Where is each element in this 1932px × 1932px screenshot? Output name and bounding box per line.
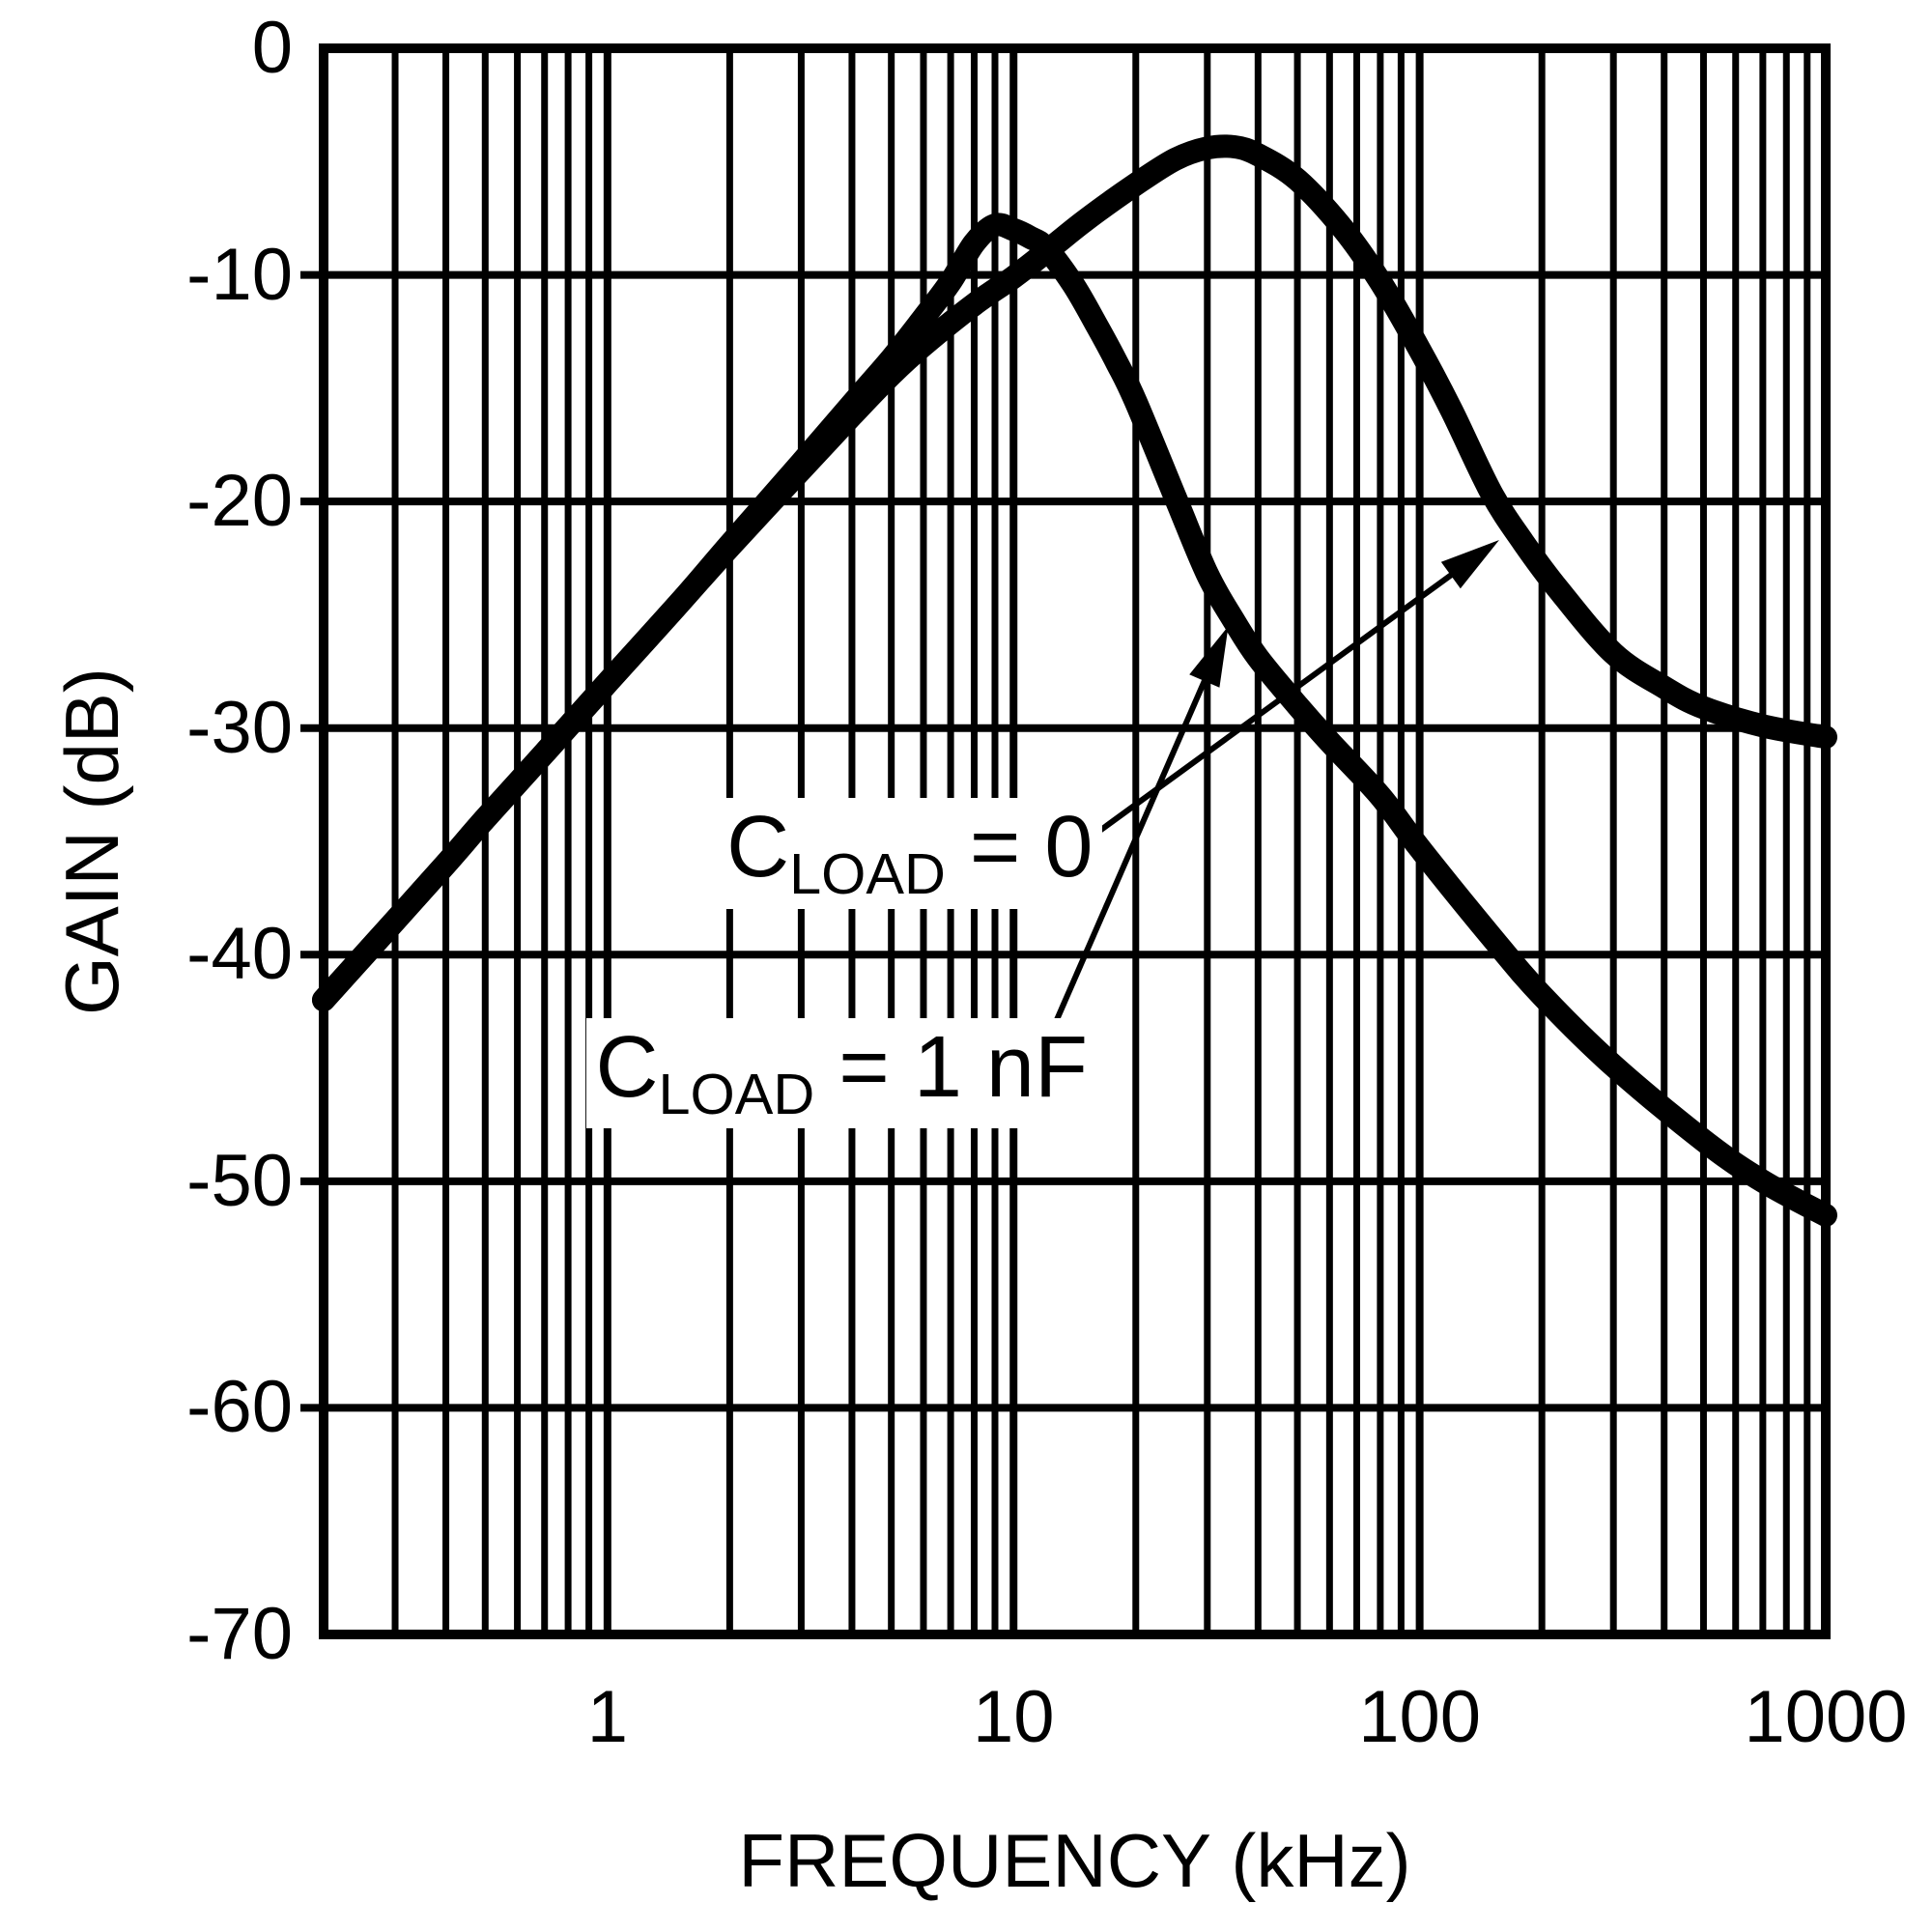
y-tick-label: -50 <box>186 1139 293 1222</box>
y-tick-label: -30 <box>186 686 293 769</box>
x-tick-label: 10 <box>972 1676 1055 1758</box>
y-tick-label: -70 <box>186 1593 293 1675</box>
y-tick-label: -20 <box>186 460 293 543</box>
arrowhead-icon <box>1189 626 1229 688</box>
annotation-cload-1nf: CLOAD = 1 nF <box>585 1017 1097 1129</box>
arrow-cload-1nf <box>1045 626 1229 1040</box>
plot-border <box>319 43 1831 1639</box>
y-tick-label: -40 <box>186 913 293 996</box>
x-axis-title: FREQUENCY (kHz) <box>738 1818 1411 1903</box>
annotation-cload-0-value: = 0 <box>945 799 1094 896</box>
x-tick-label: 100 <box>1358 1676 1482 1758</box>
annotation-cload-1nf-symbol: C <box>595 1018 659 1116</box>
arrow-cload-0 <box>1083 540 1499 844</box>
y-tick-label: 0 <box>251 7 293 89</box>
annotation-cload-0: CLOAD = 0 <box>717 798 1103 909</box>
annotation-cload-0-symbol: C <box>726 799 790 896</box>
curve-cload-1nf <box>312 213 1837 1227</box>
arrowhead-icon <box>1440 540 1499 589</box>
x-tick-label: 1 <box>586 1676 628 1758</box>
annotation-cload-1nf-subscript: LOAD <box>658 1061 815 1126</box>
arrow-shaft <box>1083 560 1470 844</box>
y-tick-label: -10 <box>186 233 293 316</box>
arrow-shaft <box>1045 660 1216 1040</box>
y-axis-title: GAIN (dB) <box>49 668 134 1015</box>
x-tick-label: 1000 <box>1744 1676 1908 1758</box>
annotation-cload-1nf-value: = 1 nF <box>814 1018 1088 1116</box>
annotation-cload-0-subscript: LOAD <box>789 841 946 907</box>
y-tick-label: -60 <box>186 1366 293 1449</box>
